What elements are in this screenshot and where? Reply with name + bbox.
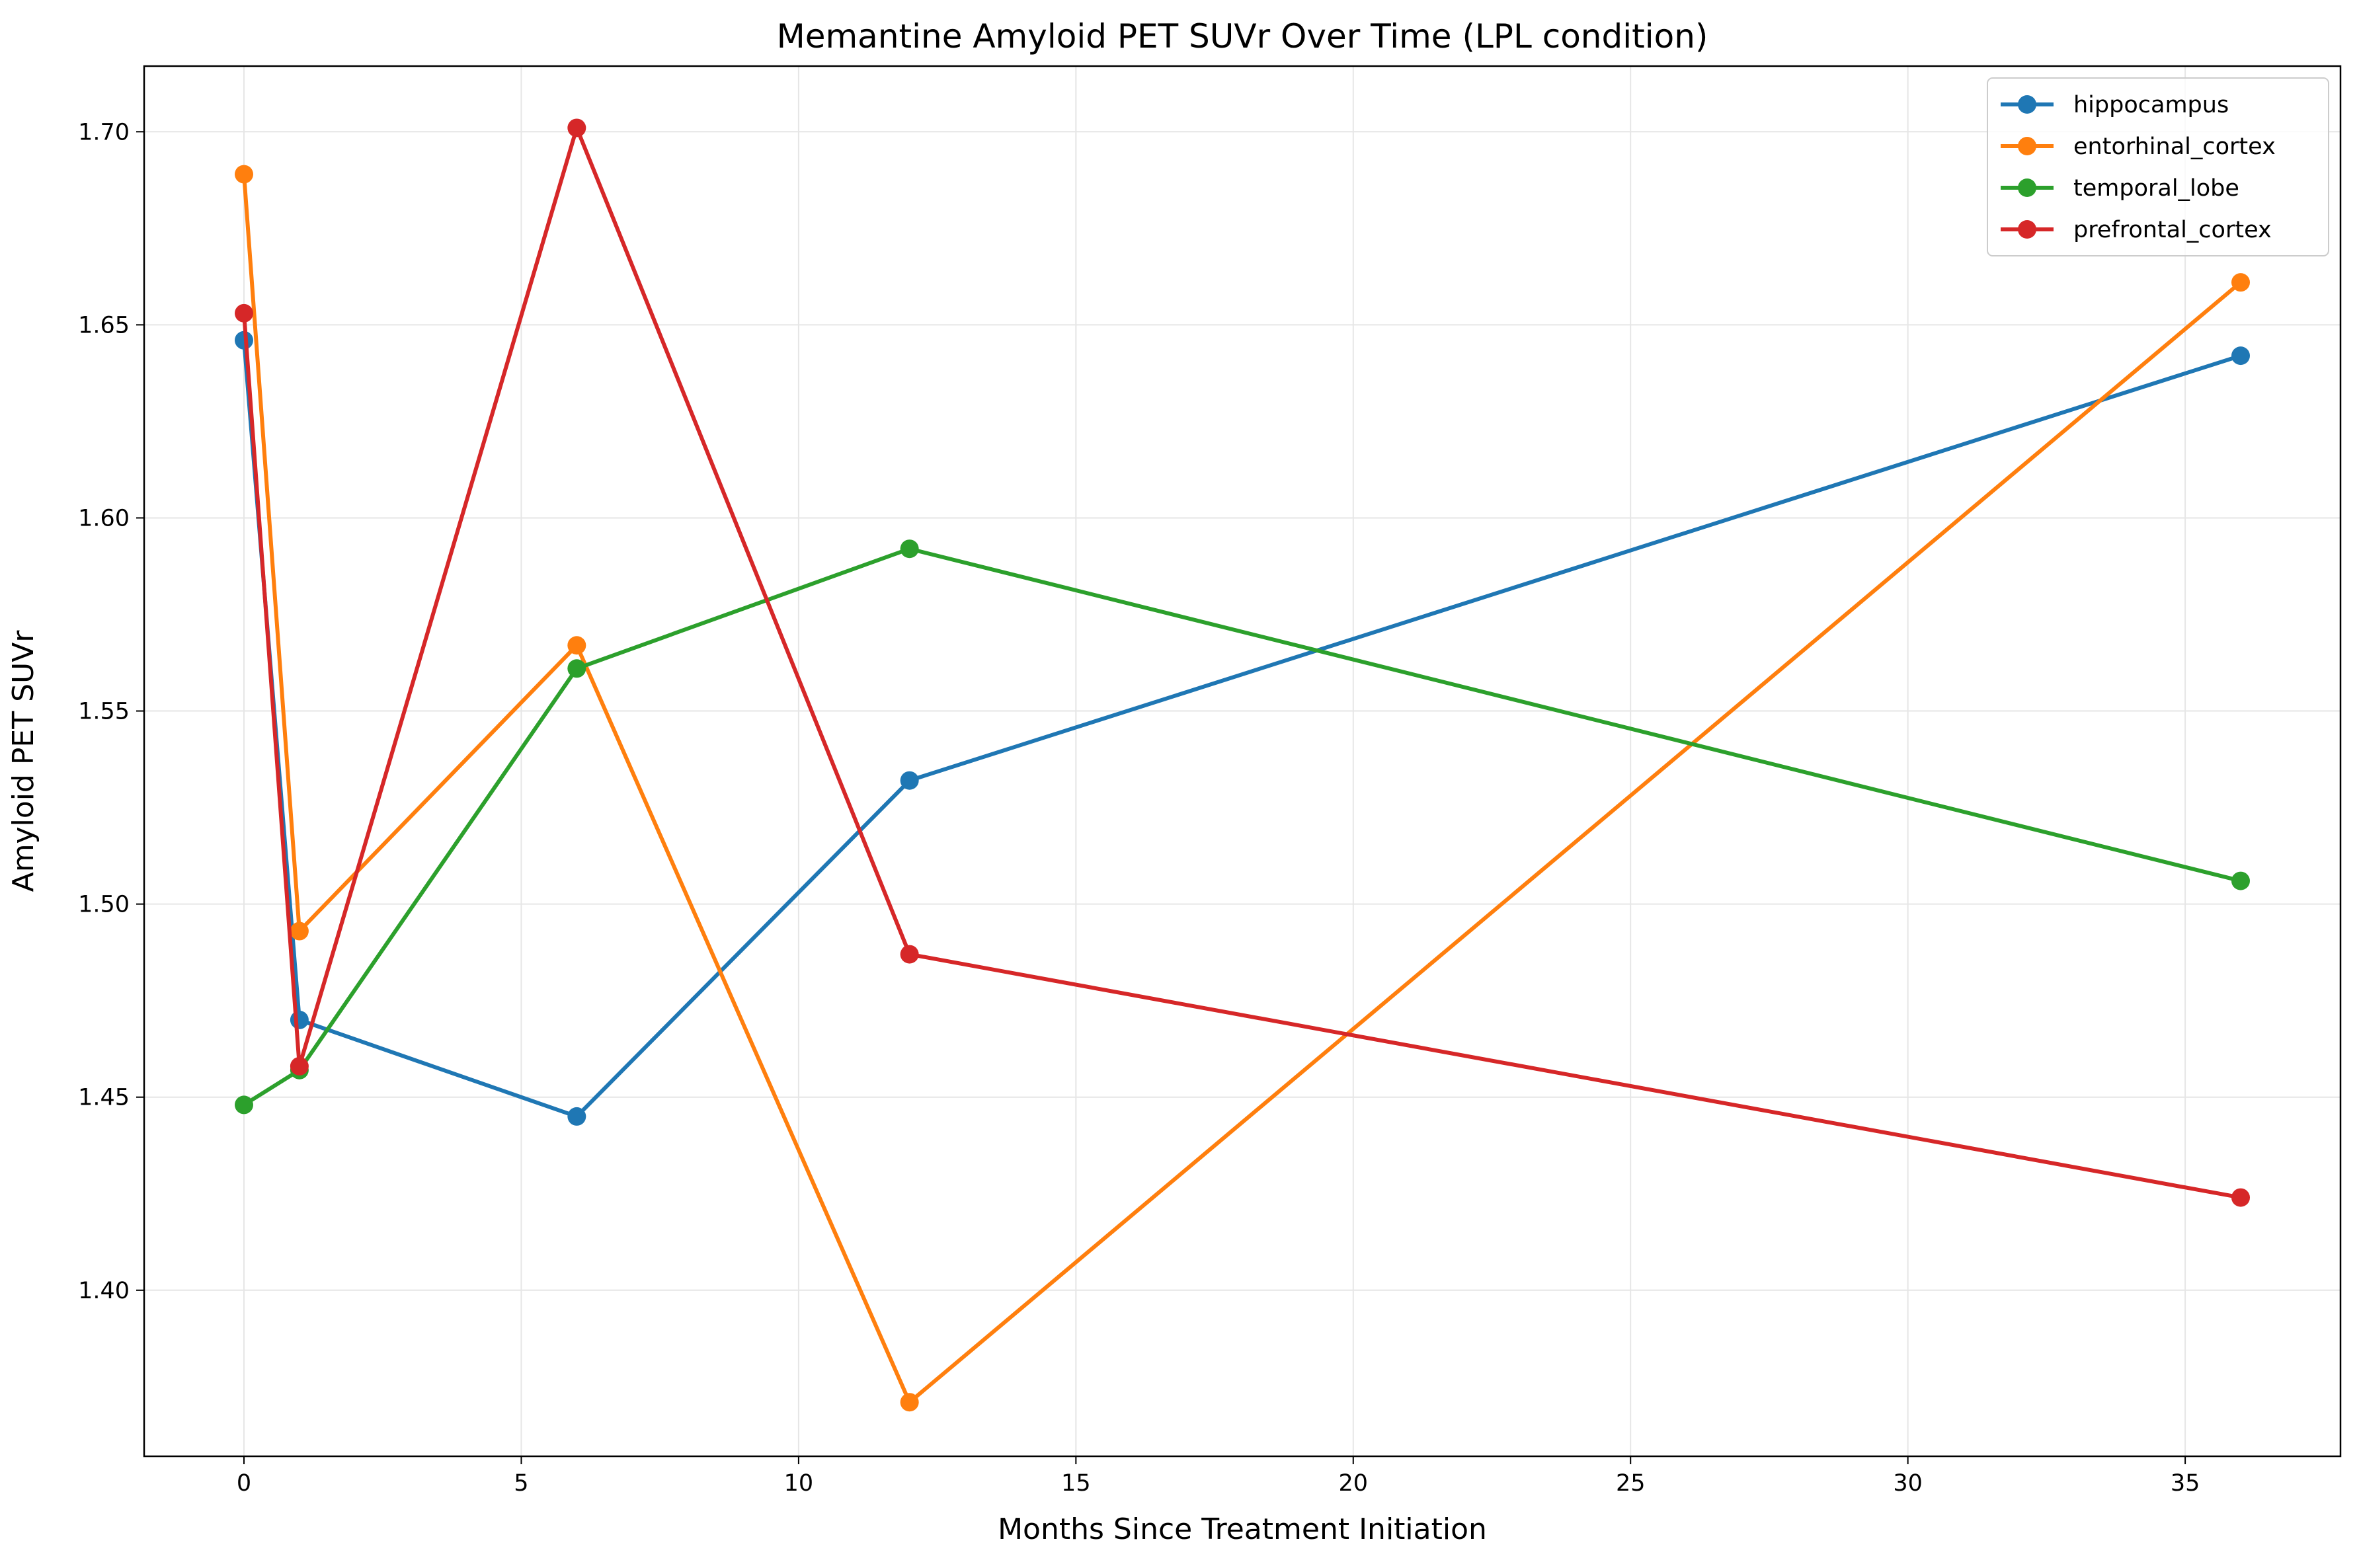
y-tick-label: 1.50 [78, 892, 130, 918]
data-point [567, 659, 586, 678]
legend-label: hippocampus [2073, 92, 2229, 118]
x-axis: 0 5 10 15 20 25 30 35 [237, 1456, 2200, 1497]
plot-frame [143, 65, 2342, 1458]
legend-label: prefrontal_cortex [2073, 217, 2272, 243]
data-point [900, 945, 919, 964]
x-tick-label: 20 [1339, 1470, 1369, 1497]
legend-item: temporal_lobe [2001, 175, 2239, 202]
y-tick-label: 1.45 [78, 1085, 130, 1111]
legend: hippocampus entorhinal_cortex temporal_lob… [1987, 77, 2329, 256]
chart-title: Memantine Amyloid PET SUVr Over Time (LP… [777, 17, 1708, 56]
legend-swatch-marker [2018, 220, 2036, 239]
legend-item: entorhinal_cortex [2001, 134, 2276, 160]
data-point [900, 1393, 919, 1412]
data-point [567, 118, 586, 137]
x-axis-label: Months Since Treatment Initiation [998, 1512, 1487, 1546]
data-point [900, 771, 919, 790]
x-tick-label: 25 [1616, 1470, 1646, 1497]
legend-swatch-marker [2018, 95, 2036, 114]
series-temporal-lobe [235, 539, 2250, 1115]
y-tick-label: 1.55 [78, 699, 130, 725]
data-point [290, 1010, 309, 1029]
y-tick-label: 1.70 [78, 119, 130, 145]
legend-label: entorhinal_cortex [2073, 134, 2276, 160]
legend-item: prefrontal_cortex [2001, 217, 2272, 243]
y-tick-label: 1.60 [78, 505, 130, 531]
data-point [235, 165, 253, 184]
grid [144, 66, 2340, 1456]
data-point [900, 539, 919, 559]
series-layer [235, 118, 2250, 1412]
data-point [235, 303, 253, 323]
data-point [2231, 1188, 2250, 1207]
x-tick-label: 30 [1893, 1470, 1923, 1497]
legend-swatch-marker [2018, 137, 2036, 155]
x-tick-label: 0 [237, 1470, 251, 1497]
data-point [2231, 871, 2250, 890]
series-entorhinal-cortex [235, 165, 2250, 1412]
legend-label: temporal_lobe [2073, 175, 2239, 202]
y-tick-label: 1.65 [78, 312, 130, 338]
legend-swatch-marker [2018, 178, 2036, 197]
x-tick-label: 10 [784, 1470, 814, 1497]
data-point [567, 1107, 586, 1126]
data-point [290, 921, 309, 941]
data-point [2231, 273, 2250, 292]
legend-box [1987, 77, 2329, 256]
y-axis: 1.40 1.45 1.50 1.55 1.60 1.65 1.70 [78, 119, 144, 1304]
data-point [235, 331, 253, 350]
legend-item: hippocampus [2001, 92, 2229, 118]
x-tick-label: 5 [514, 1470, 528, 1497]
x-tick-label: 35 [2171, 1470, 2200, 1497]
data-point [567, 636, 586, 655]
y-tick-label: 1.40 [78, 1278, 130, 1304]
data-point [290, 1056, 309, 1076]
x-tick-label: 15 [1061, 1470, 1091, 1497]
data-point [2231, 346, 2250, 366]
y-axis-label: Amyloid PET SUVr [7, 630, 40, 892]
series-prefrontal-cortex [235, 118, 2250, 1207]
data-point [235, 1095, 253, 1115]
